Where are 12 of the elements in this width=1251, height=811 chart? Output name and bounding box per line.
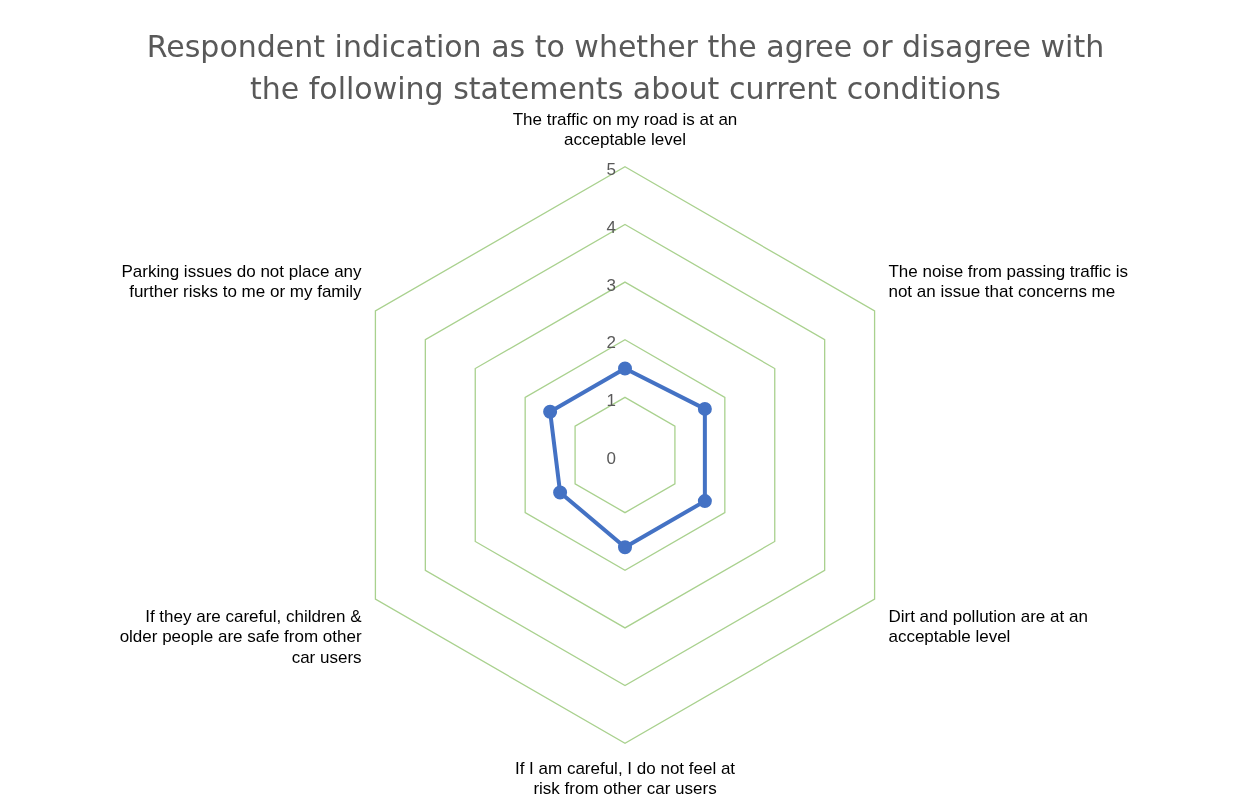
y-tick-label: 2 (606, 333, 616, 353)
spoke-label: The traffic on my road is at an acceptable level (512, 109, 738, 150)
spoke-label: Dirt and pollution are at an acceptable level (888, 606, 1088, 647)
spoke-label: If I am careful, I do not feel at risk from other car users (514, 759, 736, 799)
y-tick-label: 0 (606, 448, 616, 468)
spoke-label: The noise from passing traffic is not an issue that concerns me (888, 261, 1129, 302)
y-tick-label: 4 (606, 218, 616, 238)
y-tick-label: 3 (606, 275, 616, 295)
y-tick-label: 5 (606, 160, 616, 180)
spoke-label: If they are careful, children & older people are safe from other car users (119, 606, 363, 667)
chart-title: Respondent indication as to whether the agree or disagree with the following statements about current conditions (145, 28, 1106, 108)
spoke-label: Parking issues do not place any further risks to me or my family (121, 261, 363, 302)
